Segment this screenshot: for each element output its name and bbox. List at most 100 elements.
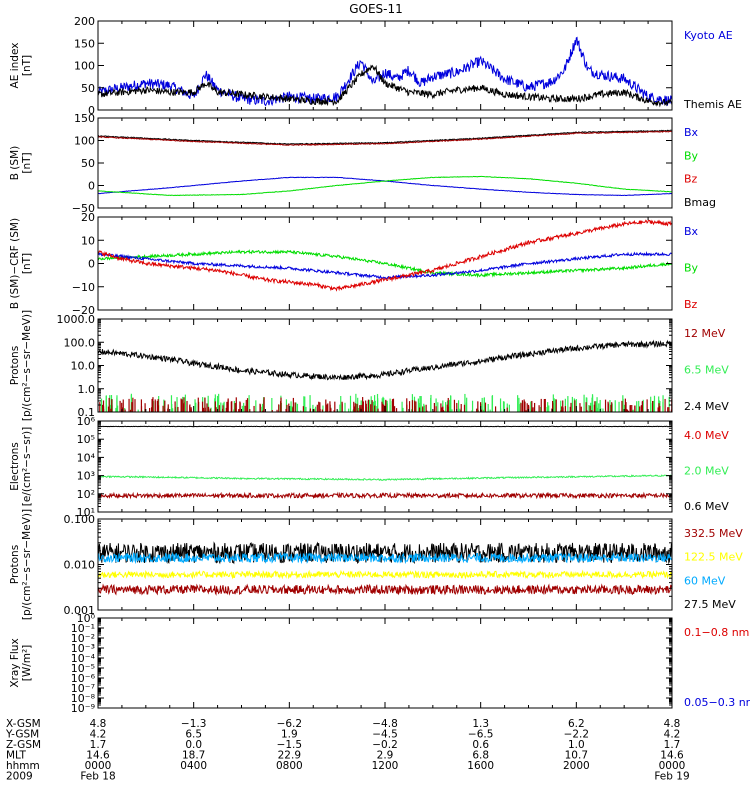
- y-tick-label: 10¹: [77, 506, 95, 519]
- y-axis-label: B (SM): [9, 146, 21, 180]
- y-tick-label: 0: [88, 180, 95, 193]
- time-axis-value: 0000: [659, 760, 686, 772]
- y-tick-label: −10: [72, 281, 95, 294]
- panel-frame: [97, 420, 673, 513]
- time-axis-row-label: Y-GSM: [5, 729, 39, 741]
- y-axis-label: Protons: [9, 545, 21, 584]
- y-tick-label: 10: [81, 234, 95, 247]
- y-axis-label: [nT]: [21, 253, 33, 274]
- y-tick-label: 1.0: [78, 383, 96, 396]
- time-axis-value: −0.2: [372, 739, 398, 751]
- y-tick-label: 10⁻⁷: [71, 682, 95, 695]
- y-tick-label: 10.0: [71, 360, 96, 373]
- time-axis-value: 14.6: [86, 750, 110, 762]
- legend-entry: 12 MeV: [684, 327, 726, 340]
- y-tick-label: 10⁻⁸: [71, 692, 96, 705]
- y-tick-label: 0: [88, 104, 95, 117]
- y-tick-label: 100.0: [64, 336, 96, 349]
- time-axis-value: 1200: [372, 760, 399, 772]
- figure-title: GOES-11: [349, 2, 403, 16]
- panel-bdiff: −20 −10 0 10 20 B (SM)−CRF (SM) [nT] Bx By Bz: [9, 211, 699, 317]
- time-axis-value: −4.5: [372, 729, 398, 741]
- series-line-Bmag: [98, 129, 672, 146]
- y-tick-label: 50: [81, 82, 95, 95]
- time-axis-row-label: 2009: [6, 771, 33, 783]
- y-tick-label: 10⁻³: [71, 642, 95, 655]
- time-axis-value: −6.2: [277, 718, 303, 730]
- panel-frame: [97, 617, 673, 709]
- series-line-Themis-AE: [98, 64, 672, 108]
- y-tick-label: 0.001: [64, 604, 96, 617]
- y-tick-label: 10⁻⁶: [71, 672, 96, 685]
- series-line-4-0-MeV: [98, 491, 672, 500]
- time-axis-value: 0800: [276, 760, 303, 772]
- time-axis-value: 4.2: [90, 729, 107, 741]
- time-axis-row-label: MLT: [6, 750, 26, 762]
- time-axis-value: −2.2: [564, 729, 590, 741]
- legend-entry: Bx: [684, 225, 699, 238]
- legend-entry: 2.4 MeV: [684, 400, 729, 413]
- y-tick-label: 150: [74, 112, 95, 125]
- time-axis-value: 1.0: [568, 739, 585, 751]
- plot-area-bsm: [98, 129, 672, 197]
- y-tick-label: 10⁰: [77, 612, 96, 625]
- legend-entry: 27.5 MeV: [684, 598, 736, 611]
- time-axis-value: 1.7: [90, 739, 107, 751]
- series-line-By: [98, 249, 672, 279]
- y-tick-label: 10⁶: [77, 415, 96, 428]
- y-tick-label: 10⁻⁵: [71, 662, 95, 675]
- time-axis-value: 18.7: [182, 750, 205, 762]
- time-axis-value: 14.6: [660, 750, 684, 762]
- y-tick-label: 0.010: [64, 559, 96, 572]
- time-axis-value: Feb 18: [80, 771, 115, 783]
- legend-entry: 0.6 MeV: [684, 500, 729, 513]
- time-axis-row-label: X-GSM: [6, 718, 41, 730]
- plot-area-protons1: [98, 339, 672, 412]
- legend-entry: 332.5 MeV: [684, 527, 743, 540]
- y-tick-label: −20: [72, 304, 95, 317]
- y-axis-label: [e/(cm²−s−sr)]: [21, 427, 33, 506]
- series-line-Bz: [98, 219, 672, 292]
- series-line-Bx: [98, 251, 672, 280]
- y-axis-label: [p/(cm²−s−sr−MeV)]: [21, 509, 33, 620]
- y-tick-label: 100: [74, 60, 95, 73]
- time-axis-value: 4.2: [664, 729, 681, 741]
- time-axis-value: 2.9: [377, 750, 394, 762]
- time-axis-value: 1600: [467, 760, 494, 772]
- y-tick-label: 0.100: [64, 513, 96, 526]
- legend-entry: By: [684, 149, 699, 162]
- time-axis-value: 4.8: [90, 718, 107, 730]
- plot-area-bdiff: [98, 219, 672, 292]
- y-axis-label: [nT]: [21, 55, 33, 76]
- y-tick-label: 10⁻⁹: [71, 702, 95, 715]
- series-line-Bz: [98, 130, 672, 146]
- time-axis-value: 22.9: [278, 750, 301, 762]
- y-tick-label: 1000.0: [57, 313, 96, 326]
- panel-protons2: 0.001 0.010 0.100 Protons [p/(cm²−s−sr−MeV)]…: [9, 509, 743, 620]
- time-axis-value: 0000: [85, 760, 112, 772]
- time-axis-value: 0400: [180, 760, 207, 772]
- series-line-By: [98, 175, 672, 197]
- legend-entry: 6.5 MeV: [684, 364, 729, 377]
- time-axis-value: 1.9: [281, 729, 298, 741]
- y-tick-label: 10⁻⁴: [71, 652, 96, 665]
- time-axis-value: −6.5: [468, 729, 494, 741]
- time-axis-value: 1.7: [664, 739, 681, 751]
- legend-entry: Bmag: [684, 196, 716, 209]
- legend-entry: 60 MeV: [684, 574, 726, 587]
- time-axis-value: 6.5: [185, 729, 202, 741]
- panel-ae: 0 50 100 150 200 AE index [nT] Kyoto AE Themis A…: [9, 15, 742, 117]
- time-axis-value: 6.2: [568, 718, 585, 730]
- panel-electrons: 10¹ 10² 10³ 10⁴ 10⁵ 10⁶ Electrons [e/(cm²−s−sr)…: [9, 415, 729, 519]
- y-tick-label: 0: [88, 258, 95, 271]
- panel-frame: [97, 518, 673, 611]
- y-axis-label: [W/m²]: [21, 645, 33, 682]
- time-axis-value: −1.5: [277, 739, 303, 751]
- y-axis-label: [p/(cm²−s−sr−MeV)]: [21, 310, 33, 421]
- series-line-2-0-MeV: [98, 474, 672, 482]
- y-tick-label: 10⁵: [77, 433, 95, 446]
- y-axis-label: [nT]: [21, 152, 33, 173]
- time-axis-value: 2000: [563, 760, 590, 772]
